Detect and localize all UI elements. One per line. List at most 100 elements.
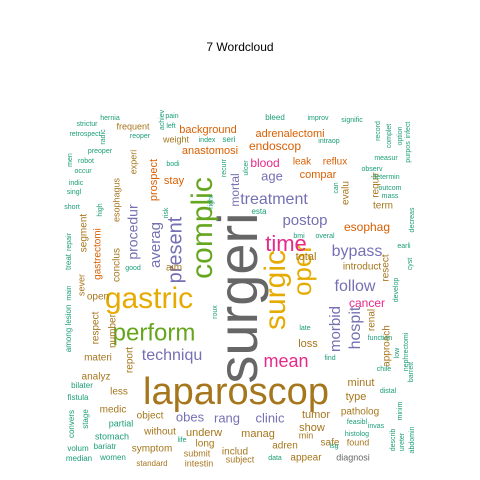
word-found: found — [347, 437, 370, 447]
word-approach: approach — [382, 325, 393, 367]
word-materi: materi — [84, 353, 112, 364]
word-decreas: decreas — [409, 207, 416, 232]
word-pain: pain — [165, 113, 178, 120]
word-partial: partial — [109, 418, 134, 428]
word-record: record — [375, 121, 382, 141]
word-determin: determin — [372, 174, 399, 181]
word-endoscop: endoscop — [249, 139, 301, 153]
word-minim: minim — [397, 402, 404, 421]
word-mass: mass — [382, 193, 399, 200]
word-averag: averag — [147, 222, 164, 268]
word-background: background — [179, 124, 237, 136]
word-intraop: intraop — [318, 138, 340, 145]
word-oper: oper — [287, 244, 317, 296]
word-strictur: strictur — [77, 121, 99, 128]
word-roux: roux — [212, 305, 219, 319]
word-treat: treat — [64, 253, 73, 270]
word-bmi: bmi — [293, 233, 305, 240]
word-histolog: histolog — [345, 431, 369, 438]
word-preoper: preoper — [88, 148, 113, 155]
word-improv: improv — [307, 115, 329, 122]
word-age: age — [261, 168, 283, 183]
word-type: type — [346, 391, 367, 403]
word-renal: renal — [367, 309, 378, 331]
word-short: short — [64, 204, 80, 211]
word-postop: postop — [282, 212, 327, 229]
word-stomach: stomach — [95, 431, 129, 441]
word-esophag: esophag — [344, 220, 390, 234]
word-evalu: evalu — [341, 181, 352, 205]
word-cyst: cyst — [407, 258, 414, 271]
word-sever: sever — [76, 274, 86, 296]
word-esta: esta — [251, 207, 267, 216]
word-hernia: hernia — [100, 115, 120, 122]
word-abdomin: abdomin — [409, 426, 416, 453]
word-distal: distal — [380, 388, 397, 395]
word-morbid: morbid — [327, 306, 344, 352]
word-compar: compar — [300, 169, 337, 181]
word-treatment: treatment — [240, 191, 308, 208]
word-hospit: hospit — [347, 306, 364, 349]
word-earli: earli — [397, 243, 411, 250]
word-adren: adren — [272, 441, 298, 452]
word-long: long — [196, 439, 215, 450]
word-overal: overal — [315, 233, 335, 240]
word-min: min — [299, 430, 314, 440]
word-blood: blood — [250, 156, 279, 170]
word-frequent: frequent — [116, 121, 150, 131]
word-intestin: intestin — [185, 458, 214, 468]
word-standard: standard — [136, 459, 167, 468]
word-barrett: barrett — [408, 362, 415, 382]
word-adrenalectomi: adrenalectomi — [255, 128, 324, 140]
word-prospect: prospect — [148, 159, 160, 201]
word-repair: repair — [66, 232, 73, 251]
word-rang: rang — [214, 410, 240, 425]
word-report: report — [125, 347, 136, 373]
word-develop: develop — [393, 278, 400, 303]
word-complic: complic — [186, 177, 219, 279]
word-open: open — [87, 292, 109, 303]
word-total: total — [296, 251, 317, 263]
word-resect: resect — [381, 254, 392, 281]
word-experi: experi — [128, 150, 138, 175]
word-conclus: conclus — [112, 248, 123, 282]
word-subject: subject — [226, 454, 255, 464]
word-purpos: purpos — [405, 141, 412, 163]
word-introduct: introduct — [343, 262, 382, 273]
word-recurr: recurr — [221, 158, 228, 177]
word-fistula: fistula — [68, 393, 89, 402]
word-bypass: bypass — [332, 243, 383, 260]
word-data: data — [268, 455, 282, 462]
word-underw: underw — [186, 427, 222, 439]
word-minut: minut — [348, 377, 375, 389]
word-clinic: clinic — [256, 410, 285, 425]
word-infect: infect — [405, 122, 412, 139]
word-gastric: gastric — [105, 282, 193, 315]
word-observ: observ — [361, 166, 383, 173]
word-stay: stay — [164, 175, 185, 187]
word-safe: safe — [321, 438, 340, 449]
word-risk: risk — [163, 207, 170, 218]
word-surgic: surgic — [259, 250, 292, 330]
word-measur: measur — [374, 155, 398, 162]
word-complet: complet — [386, 124, 393, 149]
word-function: function — [368, 335, 393, 342]
word-bilater: bilater — [71, 381, 93, 390]
word-analyz: analyz — [82, 372, 111, 383]
word-stage: stage — [81, 409, 90, 429]
word-singl: singl — [67, 189, 82, 196]
word-can: can — [333, 182, 340, 193]
word-object: object — [137, 411, 164, 422]
word-option: option — [397, 126, 404, 145]
word-cancer: cancer — [349, 296, 385, 310]
word-esophagus: esophagus — [111, 177, 121, 222]
word-anastomosi: anastomosi — [182, 145, 238, 157]
word-women: women — [99, 453, 126, 462]
word-index: index — [199, 137, 216, 144]
word-among: among — [64, 328, 73, 352]
word-main: main — [66, 285, 73, 300]
word-number: number — [108, 313, 119, 348]
chart-title: 7 Wordcloud — [206, 40, 274, 54]
word-weight: weight — [162, 134, 190, 144]
word-appear: appear — [290, 453, 322, 464]
